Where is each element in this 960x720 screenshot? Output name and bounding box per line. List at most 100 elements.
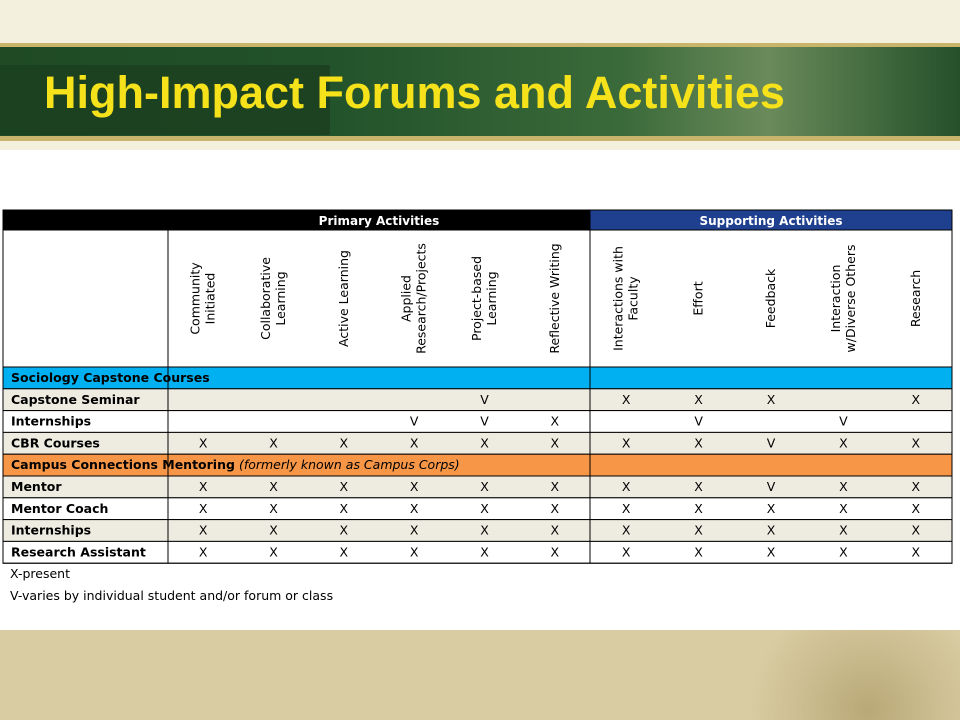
cell: X bbox=[480, 479, 489, 494]
cell: X bbox=[340, 501, 349, 516]
column-header-line: Interactions with bbox=[611, 246, 626, 351]
column-header: Effort bbox=[691, 281, 706, 315]
column-header: Feedback bbox=[763, 268, 778, 328]
cell: X bbox=[551, 501, 560, 516]
cell: V bbox=[839, 414, 848, 429]
column-header-line: Initiated bbox=[203, 273, 218, 325]
cell: X bbox=[269, 544, 278, 559]
cell: X bbox=[269, 523, 278, 538]
column-header: Interactions with Faculty bbox=[611, 246, 641, 351]
column-header: Reflective Writing bbox=[547, 243, 562, 353]
row-label: Internships bbox=[11, 523, 91, 538]
section-label: Campus Connections Mentoring (formerly kn… bbox=[11, 457, 460, 472]
column-header-line: Learning bbox=[484, 271, 499, 325]
section-note: (formerly known as Campus Corps) bbox=[239, 457, 460, 472]
group-header-bg bbox=[3, 210, 590, 230]
group-header: Primary Activities bbox=[319, 214, 440, 228]
cell: X bbox=[767, 501, 776, 516]
cell: X bbox=[622, 501, 631, 516]
cell: V bbox=[767, 479, 776, 494]
cell: X bbox=[410, 544, 419, 559]
column-header-line: Interaction bbox=[828, 265, 843, 333]
column-header-line: Project-based bbox=[469, 256, 484, 341]
column-header: Community Initiated bbox=[188, 262, 218, 335]
column-header: Project-based Learning bbox=[469, 256, 499, 341]
cell: X bbox=[694, 392, 703, 407]
group-header: Supporting Activities bbox=[699, 214, 842, 228]
cell: X bbox=[694, 435, 703, 450]
cell: X bbox=[912, 523, 921, 538]
cell: X bbox=[694, 523, 703, 538]
column-header-line: Applied bbox=[399, 275, 414, 322]
cell: X bbox=[199, 435, 208, 450]
banner-box bbox=[0, 65, 330, 135]
cell: X bbox=[839, 523, 848, 538]
column-header: Collaborative Learning bbox=[258, 257, 288, 340]
cell: X bbox=[767, 392, 776, 407]
cell: X bbox=[199, 479, 208, 494]
cell: X bbox=[622, 392, 631, 407]
cell: X bbox=[694, 479, 703, 494]
cell: X bbox=[622, 544, 631, 559]
cell: V bbox=[480, 392, 489, 407]
cell: X bbox=[767, 544, 776, 559]
table-row bbox=[2, 410, 953, 433]
cell: X bbox=[199, 523, 208, 538]
cell: X bbox=[269, 435, 278, 450]
cell: X bbox=[912, 392, 921, 407]
cell: X bbox=[340, 435, 349, 450]
banner: High-Impact Forums and Activities bbox=[0, 43, 960, 141]
slide-title: High-Impact Forums and Activities bbox=[44, 67, 785, 118]
table-border bbox=[2, 209, 953, 564]
cell: X bbox=[551, 414, 560, 429]
cell: X bbox=[480, 523, 489, 538]
column-header-line: Collaborative bbox=[258, 257, 273, 340]
cell: X bbox=[767, 523, 776, 538]
cell: X bbox=[912, 435, 921, 450]
column-header-line: Research/Projects bbox=[414, 243, 429, 354]
cell: X bbox=[551, 479, 560, 494]
row-label: Internships bbox=[11, 414, 91, 429]
cell: X bbox=[551, 523, 560, 538]
column-header-line: Faculty bbox=[626, 276, 641, 321]
column-header: Active Learning bbox=[336, 250, 351, 347]
cell: X bbox=[480, 501, 489, 516]
cell: X bbox=[551, 544, 560, 559]
row-label: Mentor Coach bbox=[11, 501, 108, 516]
column-header-line: Reflective Writing bbox=[547, 243, 562, 353]
table-row bbox=[2, 388, 953, 412]
cell: X bbox=[410, 479, 419, 494]
row-label: CBR Courses bbox=[11, 435, 100, 450]
cell: X bbox=[340, 479, 349, 494]
section-title: Campus Connections Mentoring bbox=[11, 457, 235, 472]
cell: X bbox=[269, 479, 278, 494]
column-header-line: Community bbox=[188, 262, 203, 335]
column-header: Interaction w/Diverse Others bbox=[828, 245, 858, 353]
column-header-line: Feedback bbox=[763, 268, 778, 328]
legend-note: V-varies by individual student and/or fo… bbox=[10, 588, 334, 603]
cell: X bbox=[410, 523, 419, 538]
table-row bbox=[2, 497, 953, 521]
cell: V bbox=[480, 414, 489, 429]
cell: X bbox=[622, 523, 631, 538]
column-header-line: Active Learning bbox=[336, 250, 351, 347]
cell: X bbox=[912, 479, 921, 494]
cell: X bbox=[912, 544, 921, 559]
cell: X bbox=[839, 479, 848, 494]
cell: V bbox=[767, 435, 776, 450]
section-label: Sociology Capstone Courses bbox=[11, 370, 210, 385]
row-label: Capstone Seminar bbox=[11, 392, 140, 407]
cell: X bbox=[340, 544, 349, 559]
cell: V bbox=[410, 414, 419, 429]
column-header-line: Research bbox=[908, 270, 923, 327]
cell: X bbox=[480, 435, 489, 450]
cell: X bbox=[839, 435, 848, 450]
column-header-line: w/Diverse Others bbox=[843, 245, 858, 353]
cell: X bbox=[480, 544, 489, 559]
table-row bbox=[2, 519, 953, 542]
column-header-line: Effort bbox=[691, 281, 706, 315]
row-label: Research Assistant bbox=[11, 544, 146, 559]
cell: X bbox=[410, 435, 419, 450]
column-header: Applied Research/Projects bbox=[399, 243, 429, 354]
